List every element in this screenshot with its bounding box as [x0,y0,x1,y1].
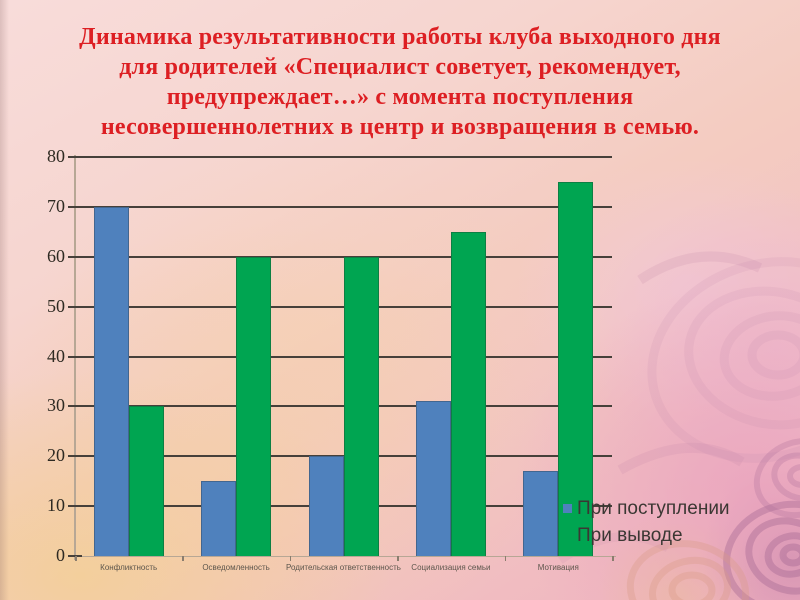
x-category-label: Осведомленность [202,563,270,572]
bar-series-intake-4 [415,401,451,556]
x-tick [75,556,77,561]
gridline-80 [75,156,612,158]
bar-series-outcome-4 [450,231,486,556]
legend-label-series-outcome: При выводе [577,524,683,546]
y-tick-20 [68,455,82,458]
title-line-3: предупреждает…» с момента поступления [166,84,634,110]
gridline-70 [75,205,612,208]
y-tick-30 [68,405,82,408]
bar-series-outcome-5 [558,181,594,556]
y-tick-label: 70 [47,195,65,216]
y-tick-40 [68,355,82,358]
bar-series-intake-3 [308,456,344,556]
y-tick-label: 40 [47,345,65,366]
bar-series-outcome-1 [128,406,164,556]
title-line-2: для родителей «Специалист советует, реко… [119,54,681,80]
x-category-label: Родительская ответственность [286,563,401,572]
x-tick [289,556,292,561]
bar-series-outcome-2 [236,256,272,556]
legend-marker-series-outcome [563,531,572,540]
legend-item-series-intake: При поступлении [563,495,730,522]
x-tick [504,556,507,561]
y-tick-label: 50 [47,295,65,316]
x-tick [182,556,184,561]
y-tick-label: 20 [47,445,65,466]
y-tick-label: 10 [47,495,65,516]
x-tick [397,556,399,561]
x-category-label: Социализация семьи [411,563,491,572]
bar-series-intake-5 [523,471,559,556]
x-category-label: Конфликтность [100,563,158,572]
y-tick-80 [68,156,82,158]
y-tick-10 [68,505,82,508]
bar-series-intake-2 [201,481,237,556]
legend-label-series-intake: При поступлении [577,497,730,519]
title-line-4: несовершеннолетних в центр и возвращения… [100,114,700,140]
y-axis-line [74,155,76,560]
slide-title: Динамика результативности работы клуба в… [10,22,790,142]
legend-item-series-outcome: При выводе [563,522,730,549]
x-tick [612,556,614,561]
x-category-label: Мотивация [537,563,579,572]
bar-chart: 0 10 20 30 40 50 60 70 80 Конфликтность Осведомлен… [47,146,730,572]
y-tick-50 [68,305,82,308]
bar-series-outcome-3 [343,256,379,556]
y-tick-label: 60 [47,245,65,266]
y-tick-70 [68,205,82,208]
legend-marker-series-intake [563,504,572,513]
title-line-1: Динамика результативности работы клуба в… [79,24,721,50]
y-tick-label: 0 [56,545,65,565]
y-tick-60 [68,255,82,258]
bar-series-intake-1 [93,206,129,556]
y-tick-label: 30 [47,395,65,416]
y-tick-label: 80 [47,146,65,166]
chart-legend: При поступлении При выводе [563,495,730,549]
x-axis-line [73,555,616,557]
